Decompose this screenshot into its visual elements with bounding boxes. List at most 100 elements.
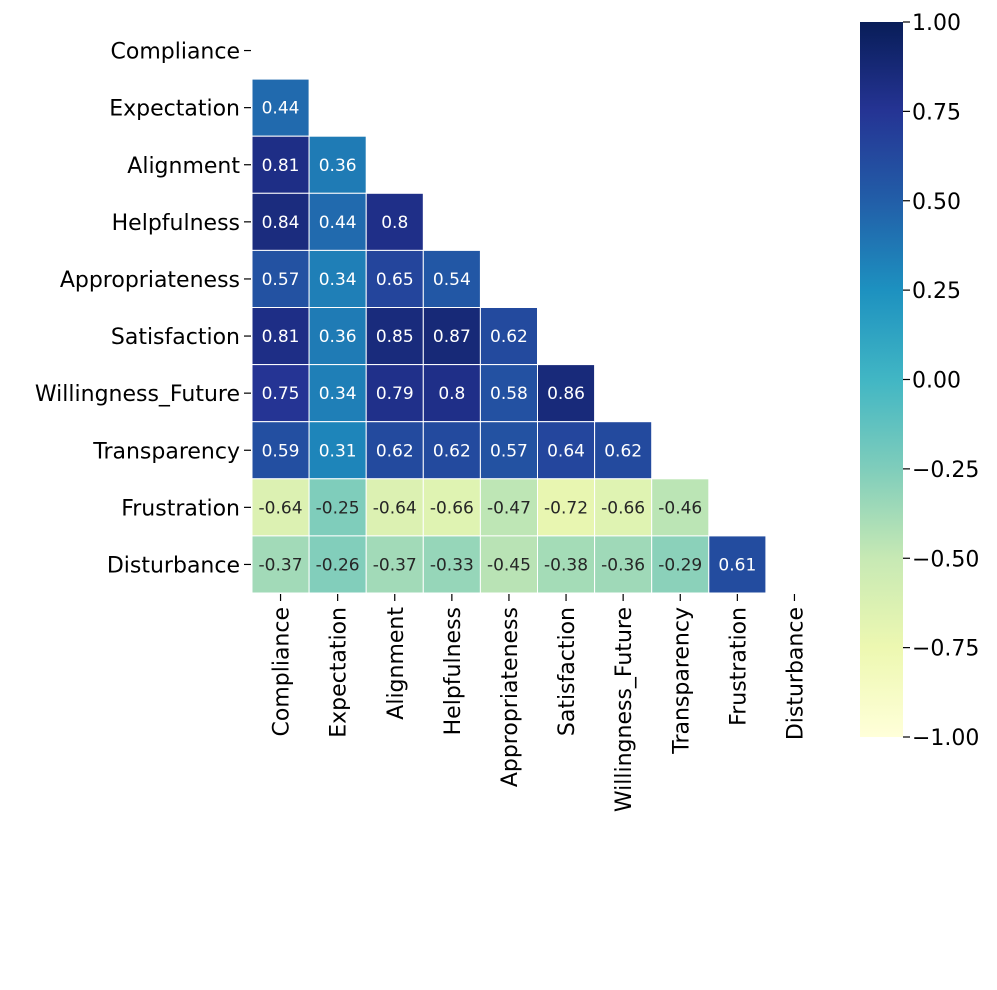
cell-value-label: 0.36 (319, 156, 357, 176)
cell-value-label: -0.64 (259, 498, 303, 518)
heatmap-cell-alignment-compliance (251, 135, 310, 194)
y-tick-label-expectation: Expectation (109, 97, 240, 122)
cell-value-label: 0.62 (490, 327, 528, 347)
heatmap-cell-disturbance-frustration (708, 535, 767, 594)
colorbar-tick-label: 0.50 (912, 190, 961, 215)
cell-value-label: -0.64 (373, 498, 417, 518)
cell-value-label: 0.62 (376, 441, 414, 461)
heatmap-cell-willingness_future-expectation (308, 364, 367, 423)
cell-value-label: 0.86 (547, 384, 585, 404)
x-tick-label-disturbance: Disturbance (783, 607, 808, 740)
heatmap-cell-transparency-satisfaction (537, 421, 596, 480)
cell-value-label: 0.34 (319, 270, 357, 290)
x-tick-label-appropriateness: Appropriateness (498, 607, 523, 787)
cell-value-label: 0.54 (433, 270, 471, 290)
x-tick-label-frustration: Frustration (726, 607, 751, 726)
cell-value-label: 0.79 (376, 384, 414, 404)
heatmap-cell-transparency-helpfulness (422, 421, 481, 480)
x-tick-label-willingness_future: Willingness_Future (612, 607, 637, 812)
colorbar-tick-label: 1.00 (912, 11, 961, 36)
x-axis: Compliance Expectation Alignment Helpfulnes… (270, 594, 808, 812)
heatmap-cell-disturbance-satisfaction (537, 535, 596, 594)
colorbar: 1.00 0.75 0.50 0.25 0.00 −0.25 −0.50 −0.75 −1.00 (860, 11, 979, 751)
cell-value-label: 0.44 (319, 213, 357, 233)
cell-value-label: 0.81 (262, 327, 300, 347)
cell-value-label: 0.62 (604, 441, 642, 461)
y-tick-label-alignment: Alignment (127, 154, 240, 179)
cell-value-label: -0.36 (601, 555, 645, 575)
cell-value-label: 0.57 (490, 441, 528, 461)
cell-value-label: -0.26 (316, 555, 360, 575)
heatmap-cell-disturbance-expectation (308, 535, 367, 594)
heatmap-cell-expectation-compliance (251, 78, 310, 137)
heatmap-cell-transparency-expectation (308, 421, 367, 480)
colorbar-tick-label: 0.25 (912, 279, 961, 304)
heatmap-cell-willingness_future-satisfaction (537, 364, 596, 423)
cell-value-label: -0.29 (658, 555, 702, 575)
cell-value-label: 0.58 (490, 384, 528, 404)
cell-value-label: 0.36 (319, 327, 357, 347)
heatmap-cell-satisfaction-expectation (308, 307, 367, 366)
cell-value-label: 0.44 (262, 99, 300, 119)
colorbar-tick-label: 0.00 (912, 369, 961, 394)
cell-value-label: 0.61 (718, 555, 756, 575)
cell-value-label: -0.72 (544, 498, 588, 518)
cell-value-label: -0.37 (373, 555, 417, 575)
y-tick-label-willingness_future: Willingness_Future (35, 382, 240, 407)
cell-value-label: -0.66 (601, 498, 645, 518)
x-tick-label-satisfaction: Satisfaction (555, 607, 580, 736)
cell-value-label: 0.59 (262, 441, 300, 461)
cell-value-label: 0.81 (262, 156, 300, 176)
heatmap-cell-disturbance-alignment (365, 535, 424, 594)
cell-value-label: -0.25 (316, 498, 360, 518)
cell-value-label: 0.62 (433, 441, 471, 461)
cell-value-label: 0.87 (433, 327, 471, 347)
heatmap-cell-satisfaction-helpfulness (422, 307, 481, 366)
cell-value-label: 0.8 (438, 384, 465, 404)
cell-value-label: -0.33 (430, 555, 474, 575)
heatmap-cell-disturbance-willingness_future (594, 535, 653, 594)
y-tick-label-compliance: Compliance (111, 40, 241, 65)
x-tick-label-expectation: Expectation (327, 607, 352, 738)
heatmap-cell-willingness_future-alignment (365, 364, 424, 423)
heatmap-cell-disturbance-compliance (251, 535, 310, 594)
y-axis: Compliance Expectation Alignment Helpfulnes… (35, 40, 251, 578)
heatmap-cell-helpfulness-alignment (365, 192, 424, 251)
x-tick-label-helpfulness: Helpfulness (441, 607, 466, 735)
x-tick-label-transparency: Transparency (669, 607, 694, 755)
cell-value-label: 0.65 (376, 270, 414, 290)
heatmap-cell-transparency-compliance (251, 421, 310, 480)
cell-value-label: 0.8 (381, 213, 408, 233)
colorbar-gradient (860, 22, 903, 737)
y-tick-label-transparency: Transparency (92, 439, 240, 464)
y-tick-label-helpfulness: Helpfulness (112, 211, 240, 236)
heatmap-cell-frustration-transparency (651, 478, 710, 537)
heatmap-cell-transparency-willingness_future (594, 421, 653, 480)
heatmap-cell-frustration-compliance (251, 478, 310, 537)
heatmap-cell-alignment-expectation (308, 135, 367, 194)
heatmap-cells (251, 78, 767, 594)
heatmap-cell-appropriateness-helpfulness (422, 249, 481, 308)
cell-value-label: 0.64 (547, 441, 585, 461)
colorbar-tick-label: −0.25 (912, 458, 979, 483)
colorbar-tick-label: 0.75 (912, 100, 961, 125)
cell-value-label: -0.47 (487, 498, 531, 518)
x-tick-label-compliance: Compliance (270, 607, 295, 737)
heatmap-cell-frustration-alignment (365, 478, 424, 537)
y-tick-label-frustration: Frustration (121, 496, 240, 521)
heatmap-cell-disturbance-helpfulness (422, 535, 481, 594)
cell-value-label: 0.31 (319, 441, 357, 461)
cell-value-label: -0.46 (658, 498, 702, 518)
heatmap-cell-willingness_future-compliance (251, 364, 310, 423)
colorbar-tick-label: −0.50 (912, 547, 979, 572)
cell-value-label: 0.84 (262, 213, 300, 233)
cell-value-label: -0.45 (487, 555, 531, 575)
cell-value-label: -0.38 (544, 555, 588, 575)
heatmap-cell-appropriateness-expectation (308, 249, 367, 308)
cell-value-label: -0.37 (259, 555, 303, 575)
cell-value-label: 0.57 (262, 270, 300, 290)
heatmap-cell-willingness_future-helpfulness (422, 364, 481, 423)
y-tick-label-disturbance: Disturbance (107, 553, 240, 578)
cell-value-label: 0.75 (262, 384, 300, 404)
